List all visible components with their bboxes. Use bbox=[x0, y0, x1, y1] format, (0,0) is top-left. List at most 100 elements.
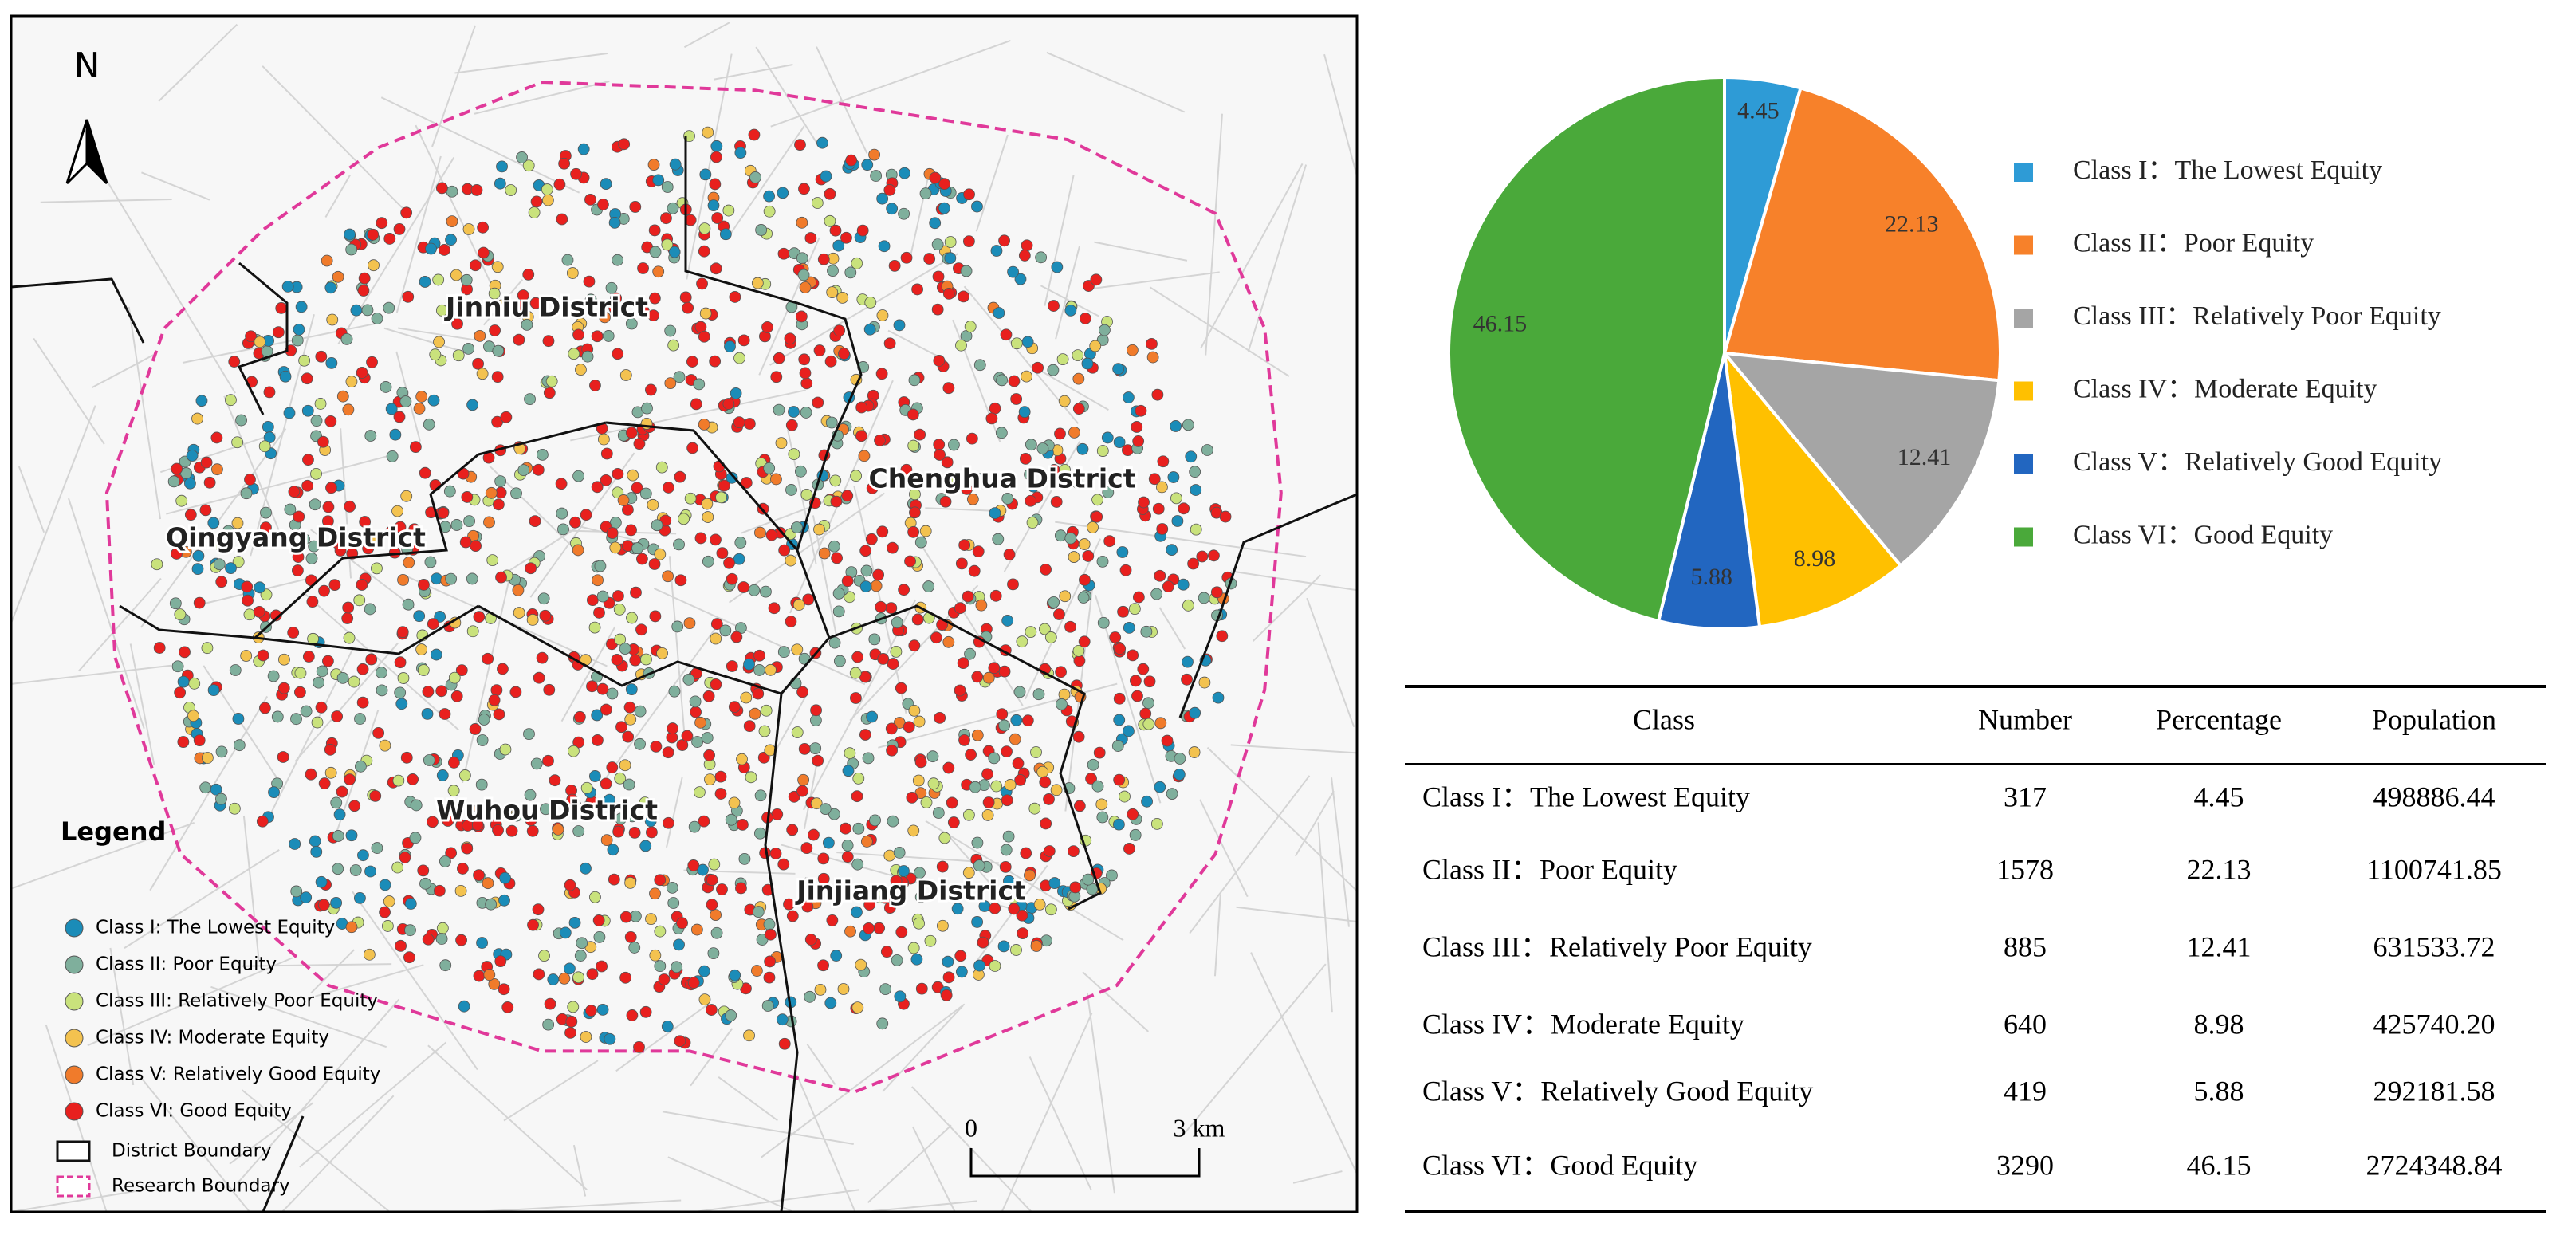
dot bbox=[785, 554, 797, 567]
dot bbox=[1082, 873, 1095, 886]
dot bbox=[914, 536, 927, 549]
dot bbox=[688, 820, 701, 833]
road bbox=[1205, 113, 1223, 356]
dot bbox=[966, 493, 979, 505]
dot bbox=[911, 283, 923, 296]
district-boundary-swatch bbox=[56, 1140, 91, 1162]
dot bbox=[830, 495, 843, 508]
dot bbox=[844, 591, 856, 604]
road bbox=[570, 389, 806, 442]
dot bbox=[812, 754, 824, 767]
dot bbox=[1068, 426, 1080, 439]
table-cell: 1578 bbox=[1996, 853, 2054, 885]
dot bbox=[907, 439, 920, 452]
dot bbox=[864, 296, 877, 309]
dot bbox=[328, 579, 341, 591]
dot bbox=[666, 881, 678, 894]
dot bbox=[567, 1001, 580, 1013]
dot bbox=[397, 672, 410, 684]
dot bbox=[1050, 784, 1063, 796]
road bbox=[1082, 971, 1149, 1032]
dot bbox=[580, 509, 592, 521]
dot bbox=[1140, 625, 1153, 638]
dot bbox=[998, 665, 1011, 678]
dot bbox=[753, 664, 765, 676]
dot bbox=[951, 903, 964, 915]
road bbox=[925, 820, 1124, 942]
dot bbox=[1156, 523, 1169, 535]
dot bbox=[1103, 535, 1116, 548]
road bbox=[395, 155, 442, 313]
road bbox=[166, 455, 387, 515]
dot bbox=[619, 369, 632, 381]
dot bbox=[817, 852, 830, 865]
dot bbox=[1035, 251, 1048, 264]
dot bbox=[761, 1000, 774, 1012]
dot bbox=[1154, 717, 1167, 730]
dot bbox=[654, 925, 667, 938]
dot bbox=[407, 773, 419, 785]
dot bbox=[859, 545, 872, 557]
dot bbox=[824, 214, 836, 227]
research-boundary bbox=[104, 81, 1283, 1094]
dot bbox=[513, 333, 525, 346]
dot bbox=[298, 533, 310, 545]
dot bbox=[992, 533, 1005, 545]
dot bbox=[1014, 273, 1027, 285]
dot bbox=[714, 788, 727, 800]
dot bbox=[555, 478, 568, 490]
dot bbox=[1078, 538, 1091, 550]
scale-end: 3 km bbox=[1174, 1113, 1225, 1142]
dot bbox=[1078, 635, 1091, 648]
dot bbox=[754, 789, 767, 802]
dot bbox=[710, 909, 722, 921]
dot bbox=[647, 498, 659, 511]
dot bbox=[786, 910, 799, 922]
dot bbox=[344, 500, 356, 513]
dot bbox=[929, 217, 942, 230]
dot bbox=[606, 527, 619, 540]
dot bbox=[526, 613, 539, 626]
dot bbox=[799, 281, 812, 293]
dot bbox=[588, 621, 601, 634]
dot bbox=[993, 307, 1005, 319]
road bbox=[1055, 246, 1081, 340]
dot bbox=[633, 1040, 645, 1053]
dot bbox=[691, 736, 704, 748]
dot bbox=[674, 470, 686, 483]
dot bbox=[709, 178, 722, 191]
dot bbox=[667, 202, 679, 214]
dot bbox=[1032, 361, 1044, 374]
dot bbox=[877, 653, 890, 665]
dot bbox=[938, 178, 951, 191]
dot bbox=[466, 625, 479, 638]
dot bbox=[522, 268, 535, 281]
dot bbox=[798, 353, 811, 366]
road bbox=[149, 695, 269, 891]
dot bbox=[1109, 631, 1122, 643]
dot bbox=[932, 270, 945, 283]
dot bbox=[332, 830, 344, 842]
dot bbox=[664, 324, 677, 337]
dot bbox=[331, 710, 344, 722]
dot bbox=[1096, 445, 1109, 457]
dot bbox=[1190, 523, 1202, 536]
dot bbox=[743, 720, 756, 733]
dot bbox=[627, 469, 639, 482]
road bbox=[761, 1003, 966, 1158]
dot bbox=[936, 860, 949, 873]
dot bbox=[682, 301, 694, 314]
dot bbox=[840, 822, 851, 835]
district-boundaries bbox=[10, 136, 1358, 1213]
pie-slice bbox=[1656, 352, 1762, 631]
dot bbox=[186, 450, 199, 462]
dot bbox=[371, 842, 383, 854]
dot bbox=[432, 273, 445, 286]
dot bbox=[451, 317, 463, 330]
dot bbox=[710, 533, 722, 546]
dot bbox=[841, 575, 854, 588]
dot bbox=[367, 228, 380, 241]
table-cell: 2724348.84 bbox=[2366, 1149, 2503, 1181]
dot bbox=[1154, 781, 1166, 793]
dot bbox=[482, 652, 494, 665]
